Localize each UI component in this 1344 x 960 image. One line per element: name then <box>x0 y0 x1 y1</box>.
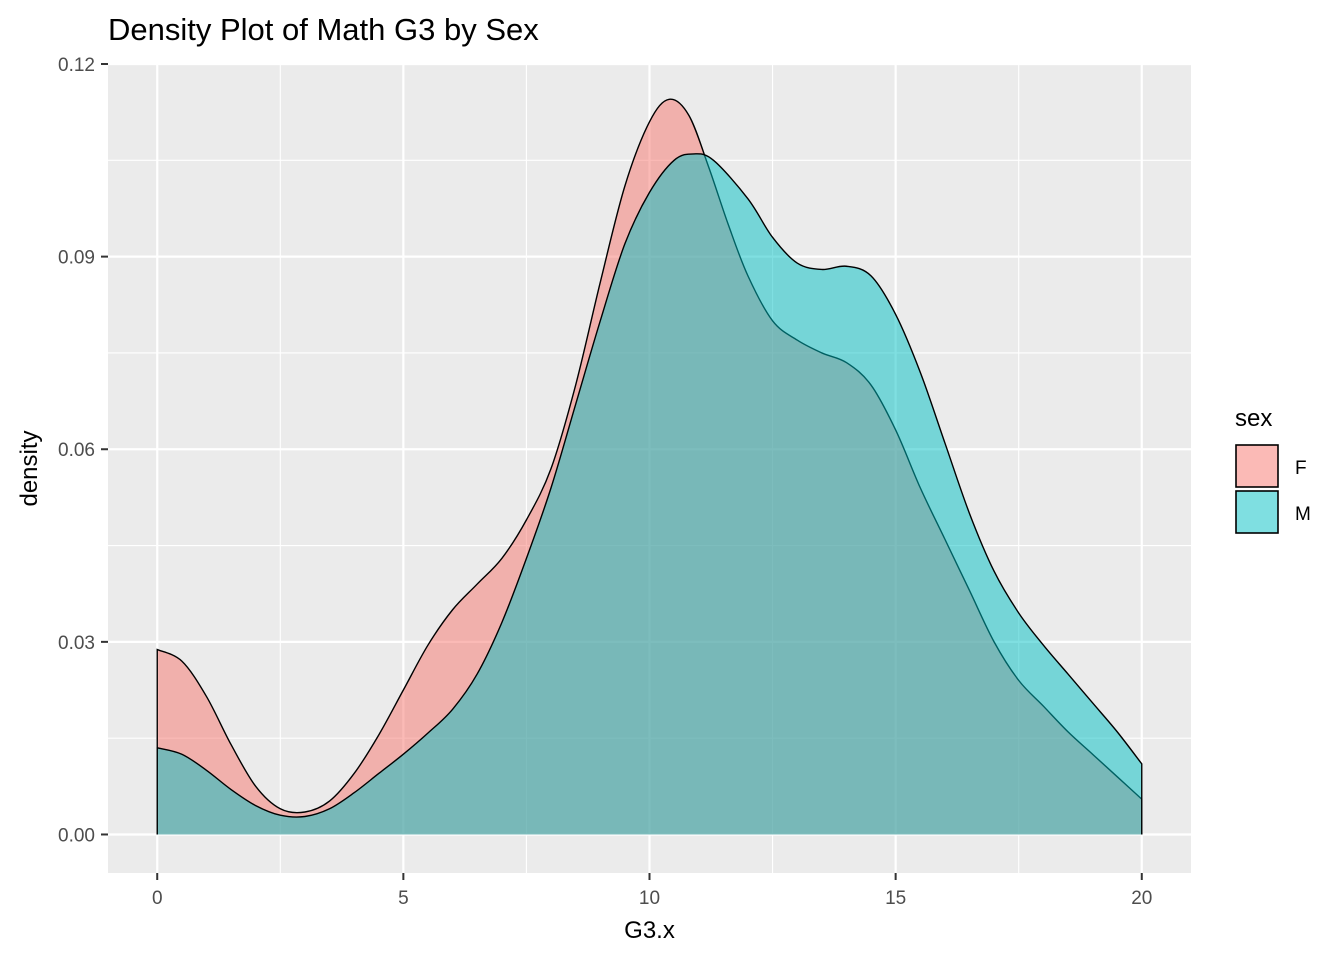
legend-items: FM <box>1235 444 1311 534</box>
x-tick-label: 15 <box>885 888 906 909</box>
y-tick-label: 0.06 <box>58 440 95 461</box>
density-outline-m <box>156 153 1143 835</box>
y-tick-label: 0.03 <box>58 633 95 654</box>
x-tick-label: 0 <box>152 888 163 909</box>
legend-key-m <box>1235 490 1279 534</box>
x-axis-ticks: 0 5 10 15 20 <box>152 873 1152 909</box>
legend: sex FM <box>1235 405 1311 534</box>
legend-key-f <box>1235 444 1279 488</box>
y-tick-label: 0.12 <box>58 55 95 76</box>
y-axis-title: density <box>16 430 43 506</box>
x-tick-label: 20 <box>1131 888 1152 909</box>
chart-title: Density Plot of Math G3 by Sex <box>108 12 539 47</box>
y-axis-ticks: 0.00 0.03 0.06 0.09 0.12 <box>58 55 108 846</box>
y-tick-label: 0.09 <box>58 248 95 269</box>
x-tick-label: 5 <box>398 888 409 909</box>
legend-label-m: M <box>1295 504 1311 525</box>
legend-title: sex <box>1235 405 1272 432</box>
y-tick-label: 0.00 <box>58 825 95 846</box>
x-axis-title: G3.x <box>624 917 675 944</box>
density-area-m <box>157 153 1142 835</box>
legend-label-f: F <box>1295 458 1307 479</box>
x-tick-label: 10 <box>639 888 660 909</box>
density-areas <box>156 98 1143 835</box>
